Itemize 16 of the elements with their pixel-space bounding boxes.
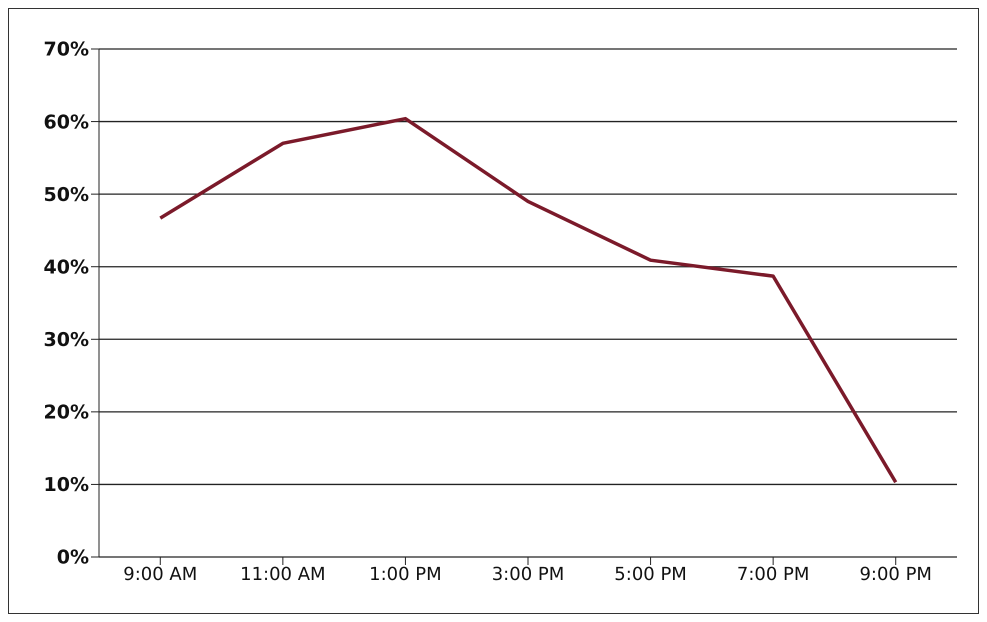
y-tick-label: 10%: [44, 474, 89, 496]
y-tick-label: 40%: [44, 256, 89, 278]
x-tick-label: 7:00 PM: [736, 564, 810, 585]
x-tick-label: 3:00 PM: [492, 564, 564, 585]
y-tick-label: 50%: [44, 184, 89, 206]
x-tick-label: 9:00 PM: [859, 564, 932, 585]
x-tick-label: 9:00 AM: [123, 564, 198, 585]
x-tick-label: 1:00 PM: [369, 564, 442, 585]
y-tick-label: 20%: [44, 402, 89, 424]
y-tick-label: 70%: [44, 38, 89, 61]
x-tick-label: 5:00 PM: [614, 564, 687, 585]
y-tick-label: 0%: [56, 546, 89, 569]
y-tick-label: 30%: [44, 329, 89, 352]
x-tick-label: 11:00 AM: [240, 564, 326, 585]
line-series: [158, 116, 898, 484]
y-tick-label: 60%: [44, 111, 89, 134]
